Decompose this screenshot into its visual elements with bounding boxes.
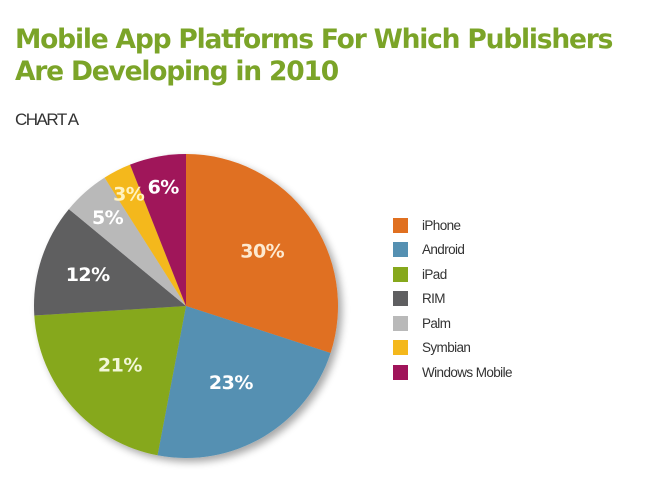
legend-swatch-icon — [393, 217, 408, 233]
legend-label: Android — [422, 242, 465, 258]
legend-label: Palm — [422, 315, 451, 331]
slice-value-label: 30% — [240, 241, 284, 263]
legend-item-palm: Palm — [393, 311, 512, 336]
pie-labels: 30% 23% 21% 12% 5%3% 6% — [66, 177, 285, 394]
chart-title-line-2: Are Developing in 2010 — [15, 56, 339, 87]
legend-swatch-icon — [393, 364, 408, 380]
pie-slice-rim — [34, 209, 186, 316]
legend-label: RIM — [422, 291, 446, 307]
legend-label: Symbian — [422, 340, 471, 356]
legend-item-android: Android — [393, 238, 512, 263]
legend-swatch-icon — [393, 315, 408, 331]
slice-value-label: 23% — [209, 372, 253, 394]
legend-swatch-icon — [393, 242, 408, 258]
legend: iPhone Android iPad RIM Palm Symbian Windows M… — [393, 213, 512, 385]
chart-title-line-1: Mobile App Platforms For Which Publisher… — [15, 24, 613, 55]
pie-slice-windows-mobile — [130, 154, 186, 306]
pie-slices — [34, 154, 338, 458]
chart-subtitle: CHART A — [15, 110, 79, 129]
legend-label: iPad — [422, 266, 447, 282]
legend-swatch-icon — [393, 266, 408, 282]
slice-value-label: 21% — [98, 354, 142, 376]
slice-value-label: 6% — [148, 177, 180, 199]
pie-chart: 30% 23% 21% 12% 5% 3% 6% — [26, 146, 356, 476]
pie-chart-svg: 30% 23% 21% 12% 5%3% 6% — [34, 154, 338, 458]
pie-slice-ipad — [34, 306, 186, 456]
pie-slice-symbian — [104, 164, 186, 306]
legend-swatch-icon — [393, 340, 408, 356]
legend-item-rim: RIM — [393, 287, 512, 312]
legend-item-symbian: Symbian — [393, 336, 512, 361]
slice-value-label: 5% — [92, 207, 124, 229]
slice-value-label: 3% — [113, 184, 145, 206]
legend-item-iphone: iPhone — [393, 213, 512, 238]
legend-label: iPhone — [422, 217, 461, 233]
chart-title: Mobile App Platforms For Which Publisher… — [15, 24, 645, 88]
legend-swatch-icon — [393, 291, 408, 307]
legend-label: Windows Mobile — [422, 364, 512, 380]
pie-slice-android — [157, 306, 331, 458]
pie-slice-palm — [68, 177, 186, 306]
legend-item-ipad: iPad — [393, 262, 512, 287]
slice-value-label: 12% — [66, 264, 110, 286]
legend-item-windows-mobile: Windows Mobile — [393, 360, 512, 385]
pie-slice-iphone — [186, 154, 338, 353]
